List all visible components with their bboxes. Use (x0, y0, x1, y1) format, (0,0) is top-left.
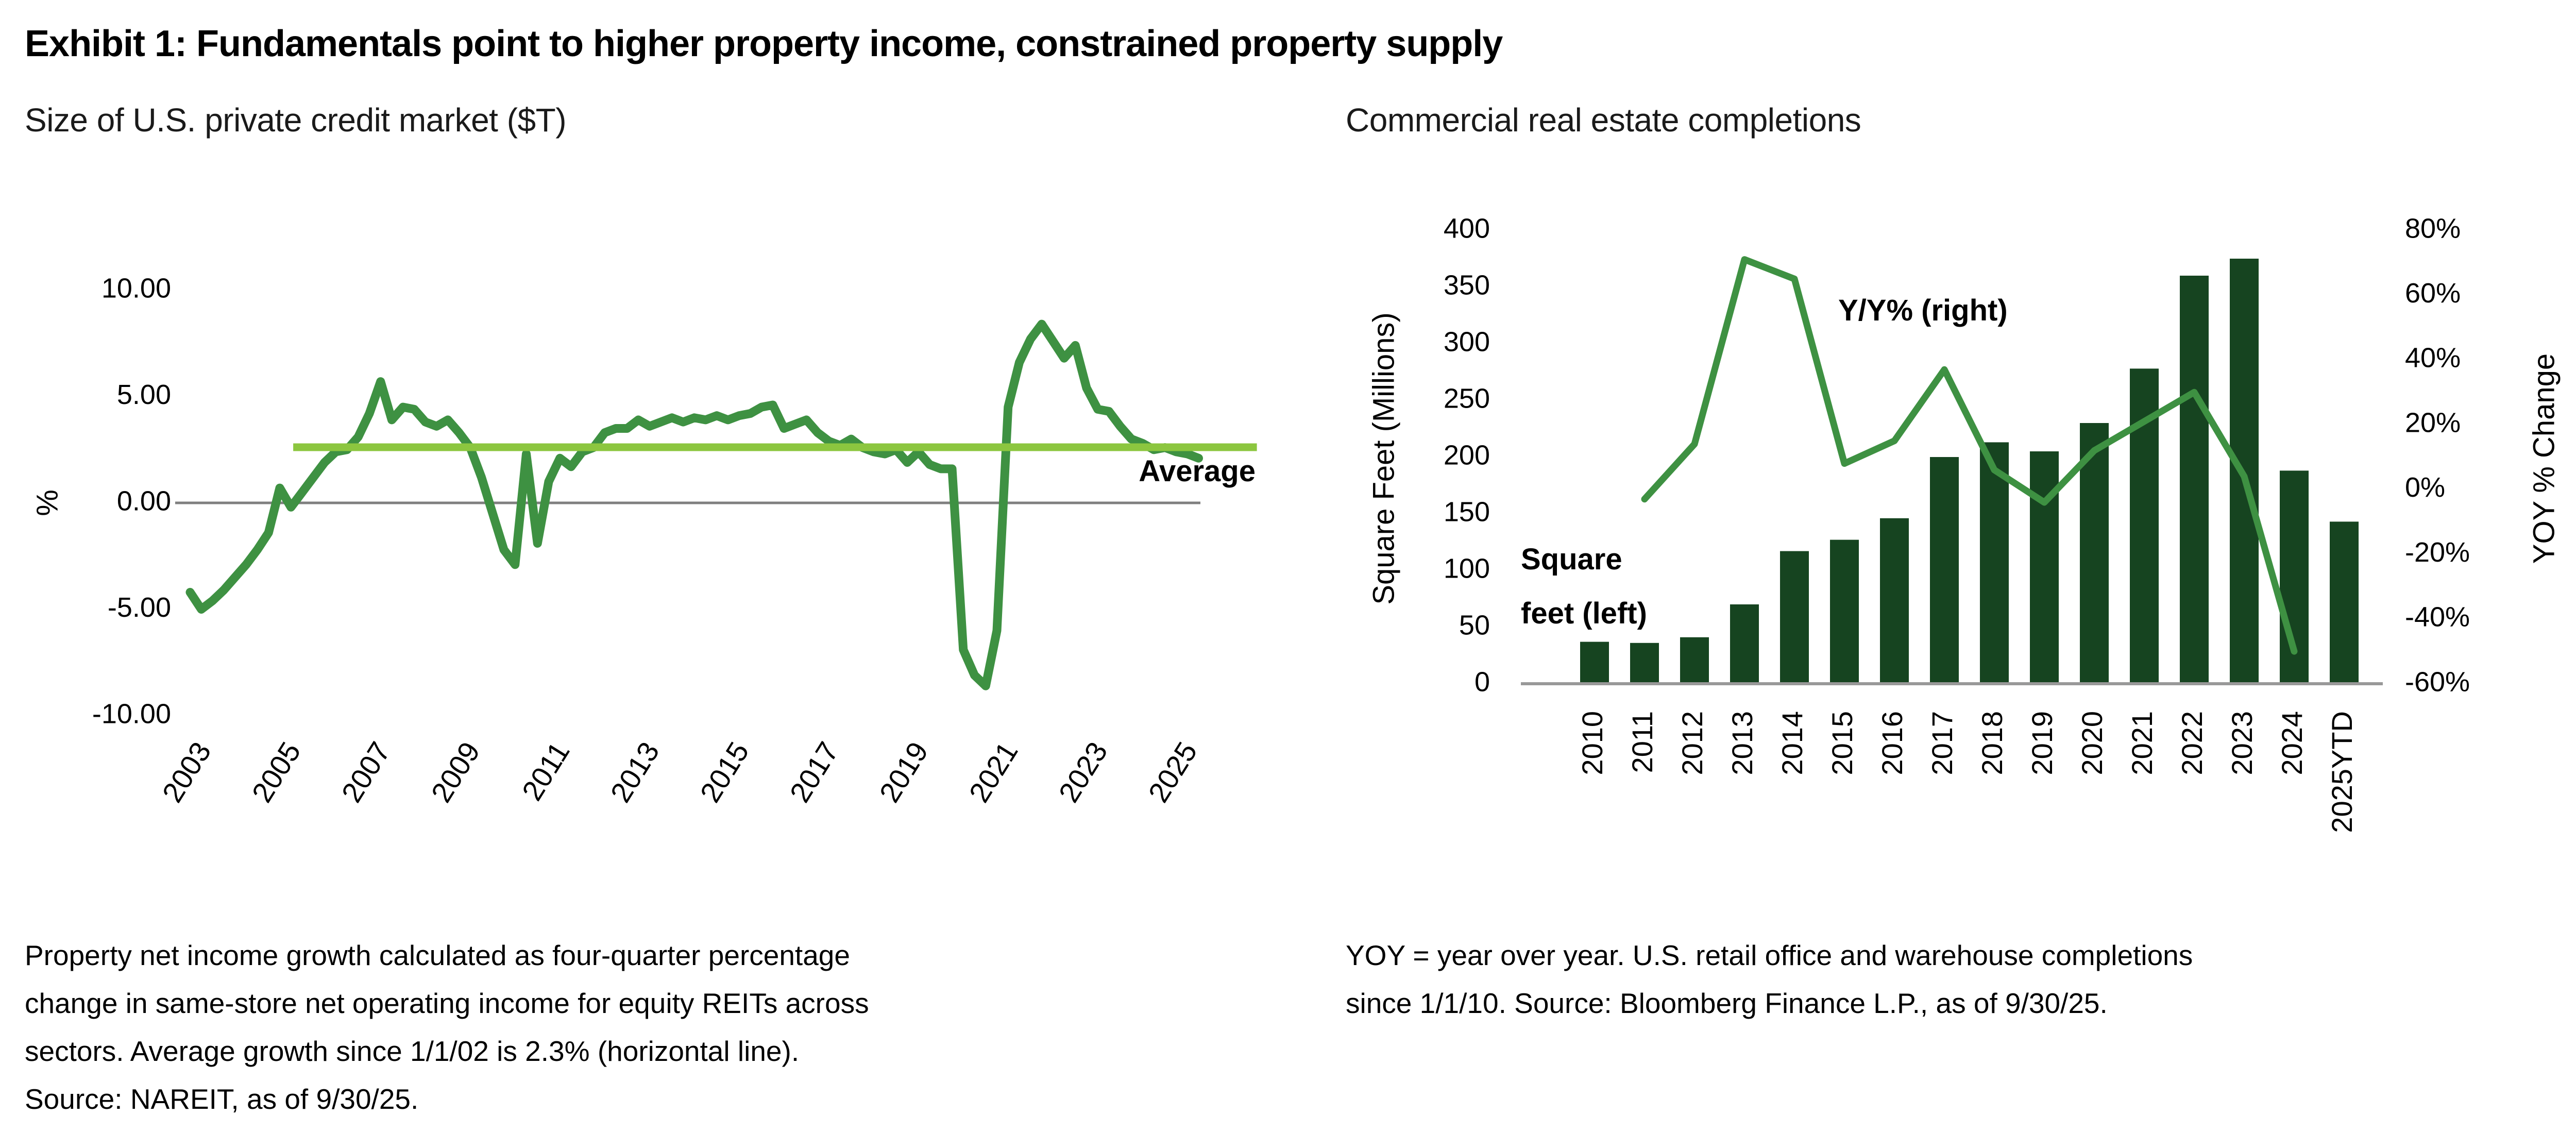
footnote-line: Source: NAREIT, as of 9/30/25. (25, 1083, 419, 1115)
right-axis-tick-label: -20% (2405, 537, 2470, 568)
right-axis-tick-label: -40% (2405, 602, 2470, 633)
y-tick-label: 0.00 (117, 485, 171, 516)
x-tick-label: 2013 (604, 736, 665, 808)
x-tick-label: 2021 (962, 736, 1024, 808)
bar-2025YTD (2330, 521, 2359, 684)
x-tick-label: 2014 (1776, 711, 1808, 775)
x-tick-label: 2019 (873, 736, 934, 808)
left-chart-subtitle: Size of U.S. private credit market ($T) (25, 102, 567, 139)
yoy-percent-line (1641, 256, 2298, 655)
right-chart-cre-completions: 400 350 300 250 200 150 100 50 0 80% 60% 40% 20% 0% -2… (1367, 213, 2561, 833)
y-tick-label: 5.00 (117, 379, 171, 410)
footnote-line: Property net income growth calculated as… (25, 939, 850, 971)
x-tick-label: 2025YTD (2326, 711, 2358, 833)
left-chart-y-axis-ticks: 10.00 5.00 0.00 -5.00 -10.00 (92, 273, 171, 729)
bar-2015 (1830, 539, 1859, 684)
bar-2012 (1680, 637, 1709, 684)
right-chart-left-axis-ticks: 400 350 300 250 200 150 100 50 0 (1444, 213, 1490, 697)
left-axis-tick-label: 250 (1444, 383, 1490, 414)
left-chart-footnote: Property net income growth calculated as… (25, 932, 1287, 1123)
x-tick-label: 2016 (1876, 711, 1908, 775)
x-tick-label: 2015 (693, 736, 755, 808)
x-tick-label: 2023 (2226, 711, 2258, 775)
right-axis-tick-label: 0% (2405, 472, 2445, 503)
x-tick-label: 2007 (335, 736, 396, 808)
bar-2017 (1930, 457, 1959, 684)
right-axis-tick-label: 40% (2405, 343, 2461, 374)
x-tick-label: 2025 (1142, 736, 1203, 808)
x-tick-label: 2012 (1676, 711, 1708, 775)
right-axis-tick-label: 20% (2405, 407, 2461, 438)
right-chart-left-axis-title: Square Feet (Millions) (1367, 312, 1400, 604)
footnote-line: YOY = year over year. U.S. retail office… (1346, 939, 2193, 971)
completions-bars (1580, 259, 2359, 684)
bar-2016 (1880, 518, 1909, 684)
left-axis-tick-label: 400 (1444, 213, 1490, 244)
x-tick-label: 2009 (425, 736, 486, 808)
square-feet-bar-label: Square feet (left) (1521, 543, 1647, 630)
left-chart-net-income-growth: 10.005.000.00-5.00-10.00%2003 2005 2007 200… (30, 273, 1257, 808)
x-tick-label: 2011 (1626, 711, 1658, 773)
x-tick-label: 2019 (2026, 711, 2058, 775)
left-axis-tick-label: 50 (1459, 610, 1490, 640)
bar-2022 (2180, 276, 2209, 684)
y-tick-label: -5.00 (108, 592, 171, 623)
footnote-line: sectors. Average growth since 1/1/02 is … (25, 1035, 800, 1067)
bar-2020 (2080, 423, 2109, 684)
y-tick-label: -10.00 (92, 698, 171, 729)
bar-2014 (1780, 551, 1809, 684)
bar-2019 (2030, 451, 2059, 684)
footnote-line: change in same-store net operating incom… (25, 987, 869, 1019)
right-chart-subtitle: Commercial real estate completions (1346, 102, 1861, 139)
x-tick-label: 2003 (156, 736, 217, 808)
y-tick-label: 10.00 (101, 273, 171, 303)
left-axis-tick-label: 0 (1475, 666, 1490, 697)
bar-2011 (1630, 643, 1659, 684)
bar-2013 (1730, 604, 1759, 684)
x-tick-label: 2005 (245, 736, 307, 808)
x-tick-label: 2011 (515, 736, 575, 806)
left-chart-y-axis-title: % (30, 489, 64, 516)
x-tick-label: 2015 (1826, 711, 1858, 775)
net-income-growth-line (185, 319, 1203, 690)
right-chart-right-axis-title: YOY % Change (2527, 353, 2561, 564)
left-axis-tick-label: 150 (1444, 496, 1490, 527)
left-axis-tick-label: 350 (1444, 269, 1490, 300)
right-chart-x-axis-ticks: 2010 2011 2012 2013 2014 2015 2016 2017 2018 2019… (1576, 711, 2358, 833)
x-tick-label: 2020 (2076, 711, 2108, 775)
x-tick-label: 2018 (1976, 711, 2008, 775)
exhibit-title: Exhibit 1: Fundamentals point to higher … (25, 23, 1503, 64)
x-tick-label: 2021 (2126, 711, 2158, 775)
bar-2018 (1980, 442, 2009, 684)
x-tick-label: 2023 (1052, 736, 1113, 808)
right-axis-tick-label: 60% (2405, 278, 2461, 309)
right-axis-tick-label: -60% (2405, 666, 2470, 697)
bar-label-line2: feet (left) (1521, 597, 1647, 630)
x-tick-label: 2022 (2176, 711, 2208, 775)
bar-label-line1: Square (1521, 543, 1622, 576)
yoy-line-label: Y/Y% (right) (1838, 294, 2008, 327)
x-tick-label: 2017 (783, 736, 844, 808)
x-tick-label: 2024 (2276, 711, 2308, 775)
left-axis-tick-label: 100 (1444, 553, 1490, 584)
right-axis-tick-label: 80% (2405, 213, 2461, 244)
left-chart-x-axis-ticks: 2003 2005 2007 2009 2011 2013 2015 2017 2019 2021… (156, 736, 1203, 808)
footnote-line: since 1/1/10. Source: Bloomberg Finance … (1346, 987, 2108, 1019)
right-chart-footnote: YOY = year over year. U.S. retail office… (1346, 932, 2556, 1027)
left-axis-tick-label: 300 (1444, 326, 1490, 357)
x-tick-label: 2017 (1926, 711, 1958, 775)
left-axis-tick-label: 200 (1444, 440, 1490, 470)
bar-2010 (1580, 641, 1609, 684)
x-tick-label: 2013 (1726, 711, 1758, 775)
average-line-label: Average (1139, 454, 1256, 488)
x-tick-label: 2010 (1576, 711, 1608, 775)
right-chart-right-axis-ticks: 80% 60% 40% 20% 0% -20% -40% -60% (2405, 213, 2470, 697)
